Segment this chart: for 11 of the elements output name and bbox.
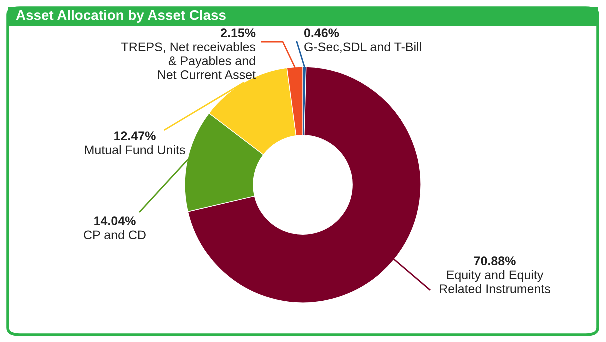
data-label: 2.15% (220, 28, 256, 38)
slice-label: Equity and Equity Related Instruments (440, 270, 550, 294)
slice-label: G-Sec,SDL and T-Bill (304, 42, 422, 54)
data-label: 12.47% (114, 132, 156, 141)
data-label: 0.46% (304, 28, 340, 38)
data-label: 70.88% (474, 256, 516, 266)
data-label: 14.04% (94, 216, 136, 226)
slice-label: CP and CD (84, 230, 146, 240)
chart-title: Asset Allocation by Asset Class (16, 10, 226, 23)
slice-label: TREPS, Net receivables & Payables and Net Current Asset (122, 42, 256, 80)
slice-label: Mutual Fund Units (85, 145, 186, 155)
